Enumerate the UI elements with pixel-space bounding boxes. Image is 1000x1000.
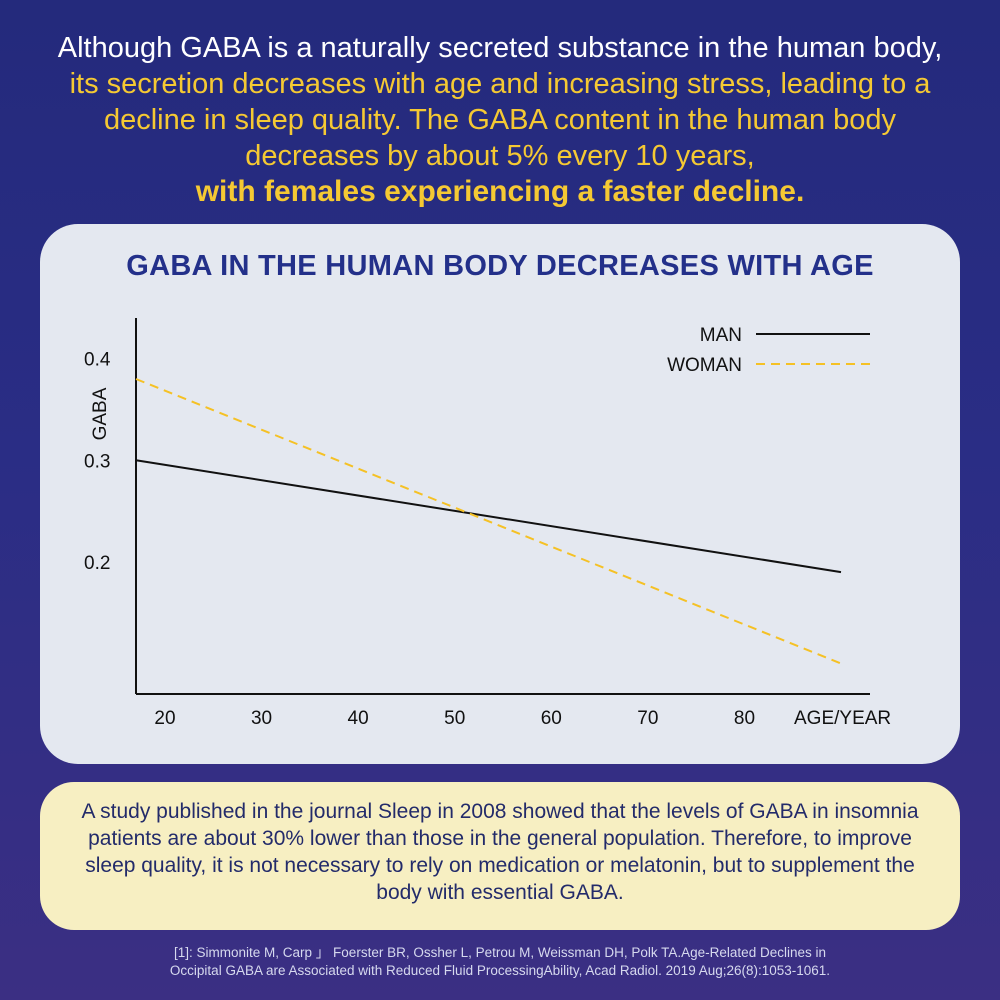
y-axis-label: GABA [90, 387, 111, 440]
reference-line-2: Occipital GABA are Associated with Reduc… [169, 963, 831, 978]
reference-citation: [1]: Simmonite M, Carp 」 Foerster BR, Os… [40, 944, 960, 980]
x-axis-label: AGE/YEAR [794, 708, 891, 729]
line-chart: GABA AGE/YEAR 20 30 40 50 60 70 80 0.2 0.3 0.4 M… [84, 318, 891, 729]
headline: Although GABA is a naturally secreted su… [40, 30, 960, 210]
legend-label-woman: WOMAN [667, 355, 742, 376]
x-tick-label-50: 50 [444, 708, 465, 729]
legend: MAN WOMAN [667, 325, 870, 376]
reference-line-1: [1]: Simmonite M, Carp 」 Foerster BR, Os… [174, 945, 826, 960]
x-tick-label-80: 80 [734, 708, 755, 729]
headline-highlight: its secretion decreases with age and inc… [69, 68, 931, 172]
chart-card: GABA IN THE HUMAN BODY DECREASES WITH AG… [40, 224, 960, 764]
y-tick-label-0-3: 0.3 [84, 451, 110, 472]
y-tick-label-0-4: 0.4 [84, 350, 111, 371]
x-tick-labels: 20 30 40 50 60 70 80 [154, 708, 755, 729]
x-tick-label-30: 30 [251, 708, 272, 729]
chart-title: GABA IN THE HUMAN BODY DECREASES WITH AG… [126, 250, 874, 282]
x-tick-label-40: 40 [348, 708, 369, 729]
x-tick-label-60: 60 [541, 708, 562, 729]
series-line-woman [135, 378, 842, 665]
legend-label-man: MAN [700, 325, 742, 346]
study-note-card: A study published in the journal Sleep i… [40, 782, 960, 930]
y-tick-labels: 0.2 0.3 0.4 [84, 350, 111, 574]
series-lines [135, 378, 842, 665]
x-tick-label-20: 20 [154, 708, 175, 729]
headline-intro: Although GABA is a naturally secreted su… [57, 32, 943, 64]
x-tick-label-70: 70 [637, 708, 658, 729]
series-line-man [135, 459, 842, 574]
study-note-text: A study published in the journal Sleep i… [81, 800, 919, 904]
y-tick-label-0-2: 0.2 [84, 553, 110, 574]
headline-emphasis: with females experiencing a faster decli… [195, 175, 805, 208]
